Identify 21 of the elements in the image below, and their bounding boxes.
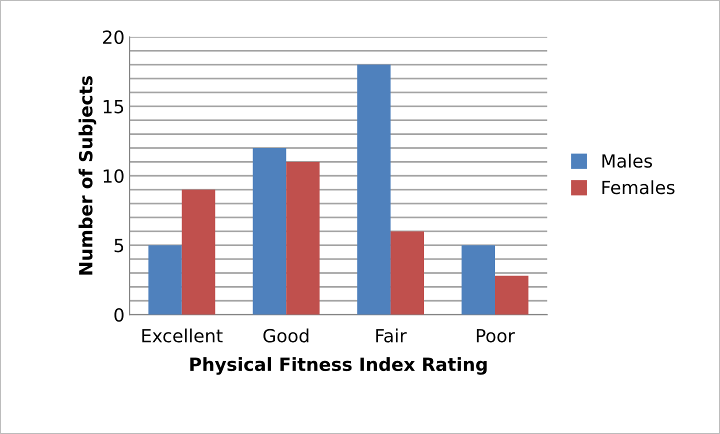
y-tick-label: 10 [104,169,124,183]
y-tick-label: 0 [114,308,124,322]
bar [252,148,286,315]
x-tick-label: Excellent [142,328,223,343]
bar [148,245,182,315]
bar [286,162,320,315]
bar [495,276,528,315]
y-tick-label: 20 [103,30,124,44]
legend-label: Females [602,180,674,194]
y-axis-title: Number of Subjects [78,76,96,275]
x-tick-label: Poor [476,329,515,343]
bar [357,64,391,315]
legend-label: Males [602,154,652,168]
x-tick-label: Good [263,328,308,343]
bar [462,245,495,315]
x-tick-label: Fair [376,328,407,343]
y-tick-label: 15 [104,100,124,114]
y-tick-label: 5 [114,238,124,252]
bar [182,190,216,315]
x-axis-title: Physical Fitness Index Rating [190,357,487,375]
bar [390,231,424,315]
